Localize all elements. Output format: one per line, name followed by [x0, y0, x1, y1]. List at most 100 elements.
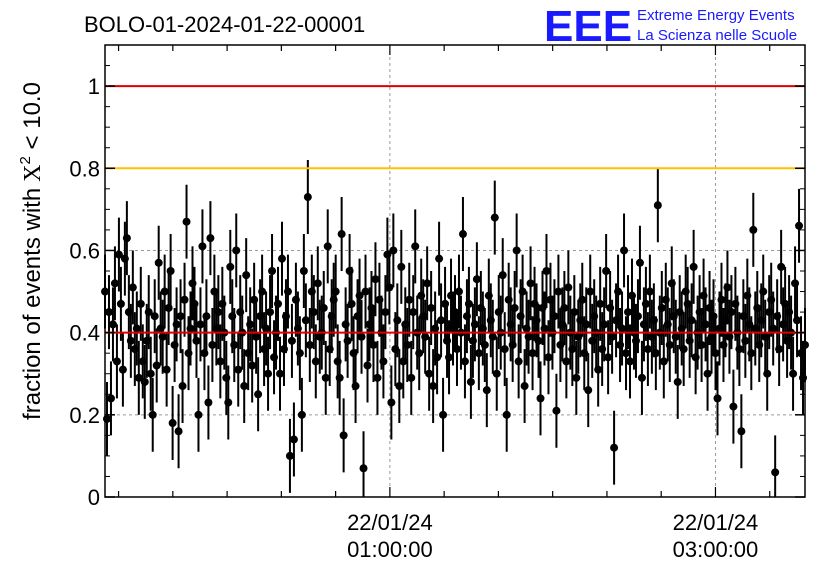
point-marker	[427, 303, 436, 312]
data-point	[502, 377, 511, 452]
point-marker	[759, 287, 768, 296]
point-marker	[274, 299, 283, 308]
point-marker	[134, 373, 143, 382]
data-point	[610, 410, 619, 485]
data-point	[464, 266, 473, 341]
data-point	[168, 386, 177, 461]
point-marker	[470, 320, 479, 329]
point-marker	[626, 357, 634, 366]
data-point	[492, 336, 501, 411]
data-point	[118, 332, 127, 407]
data-point	[102, 381, 111, 456]
point-marker	[500, 345, 509, 354]
point-marker	[112, 357, 121, 366]
point-marker	[411, 242, 420, 251]
point-marker	[180, 295, 189, 304]
data-point	[182, 184, 191, 259]
point-marker	[196, 320, 205, 329]
point-marker	[510, 303, 519, 312]
data-point	[771, 435, 780, 497]
data-point	[258, 254, 267, 329]
point-marker	[703, 369, 712, 378]
data-point	[482, 353, 491, 428]
point-marker	[166, 267, 175, 275]
point-marker	[335, 373, 344, 382]
point-marker	[711, 349, 720, 358]
point-marker	[749, 225, 758, 234]
point-marker	[178, 382, 187, 391]
point-marker	[421, 332, 430, 341]
data-point	[735, 312, 744, 387]
data-point	[622, 316, 631, 391]
data-point	[206, 201, 215, 276]
data-point	[769, 291, 778, 366]
point-marker	[283, 287, 292, 296]
point-marker	[118, 365, 127, 374]
data-point	[518, 254, 527, 329]
data-point	[146, 336, 155, 411]
data-point	[488, 299, 497, 374]
point-marker	[425, 369, 434, 378]
point-marker	[242, 271, 251, 280]
point-marker	[405, 295, 414, 304]
data-point	[160, 254, 169, 329]
point-marker	[132, 324, 141, 333]
data-point	[602, 234, 611, 308]
data-point	[373, 340, 382, 415]
point-marker	[126, 336, 135, 345]
y-tick-label: 1	[88, 74, 100, 99]
data-point	[321, 340, 330, 415]
point-marker	[232, 246, 241, 255]
eee-logo-mark: EEE	[544, 2, 632, 51]
point-marker	[206, 234, 215, 243]
point-marker	[234, 365, 243, 374]
data-point	[323, 209, 332, 284]
data-point	[112, 324, 121, 399]
point-marker	[339, 431, 348, 440]
point-marker	[727, 308, 736, 317]
data-point	[150, 279, 159, 354]
point-marker	[194, 410, 203, 419]
point-marker	[701, 320, 710, 329]
data-point	[641, 266, 650, 341]
point-marker	[524, 332, 533, 341]
data-point	[252, 299, 261, 374]
point-marker	[262, 324, 271, 333]
data-point	[554, 254, 563, 329]
point-marker	[246, 320, 255, 329]
data-point	[389, 213, 398, 288]
data-point	[635, 225, 644, 300]
point-marker	[542, 267, 551, 275]
point-marker	[584, 386, 593, 395]
data-point	[339, 398, 348, 473]
data-point	[500, 312, 509, 387]
data-point	[749, 192, 758, 267]
point-marker	[266, 308, 275, 317]
data-point	[158, 299, 167, 374]
data-point	[240, 349, 249, 424]
y-axis-label: fraction of events with X2 < 10.0	[17, 82, 46, 420]
point-marker	[102, 414, 111, 423]
point-marker	[144, 308, 153, 317]
data-point	[313, 246, 322, 321]
point-marker	[276, 369, 284, 378]
data-point	[361, 254, 370, 329]
point-marker	[226, 262, 235, 271]
data-point	[701, 287, 710, 362]
data-point	[454, 254, 463, 329]
data-point	[534, 303, 543, 378]
point-marker	[295, 349, 304, 358]
point-marker	[578, 295, 587, 304]
data-point	[355, 258, 364, 333]
point-marker	[373, 373, 382, 382]
point-marker	[114, 250, 123, 259]
data-point	[470, 287, 479, 362]
point-marker	[385, 283, 394, 292]
data-point	[351, 349, 360, 424]
point-marker	[474, 349, 483, 358]
data-point	[266, 275, 275, 350]
data-point	[633, 279, 642, 354]
point-marker	[608, 332, 617, 341]
data-point	[347, 266, 356, 341]
